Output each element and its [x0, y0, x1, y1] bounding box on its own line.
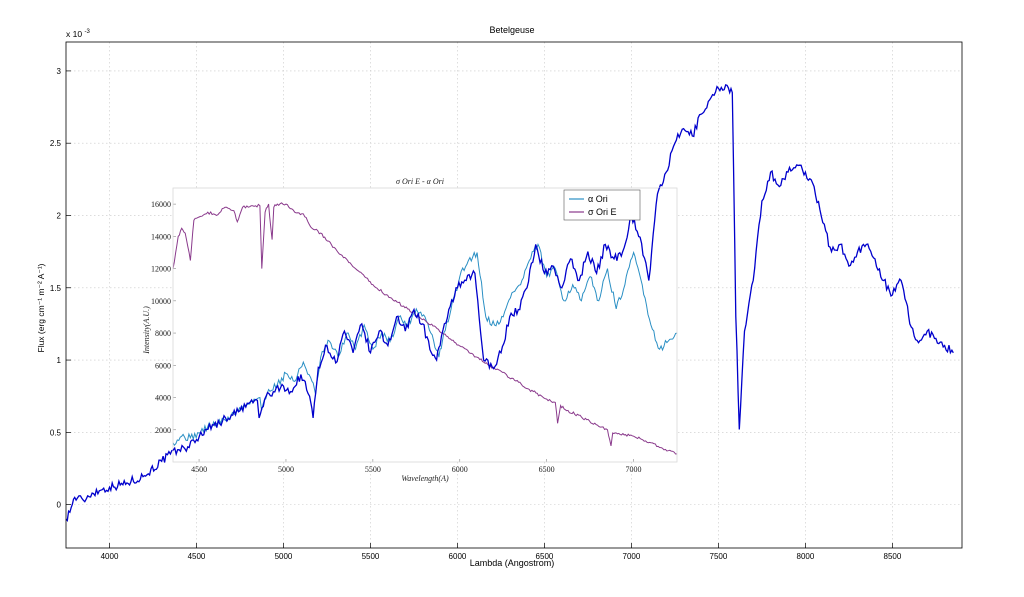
y-tick-label: 0.5 [50, 428, 62, 437]
inset-y-tick-label: 12000 [151, 265, 171, 274]
inset-y-tick-label: 16000 [151, 200, 171, 209]
inset-plot-area [173, 188, 677, 462]
y-tick-label: 1.5 [50, 284, 62, 293]
inset-x-tick-label: 4500 [191, 465, 207, 474]
betelgeuse-spectrum-overlay [173, 188, 661, 457]
main-y-axis-label: Flux (erg cm⁻¹ m⁻² A⁻¹) [36, 263, 46, 352]
inset-y-tick-label: 6000 [155, 361, 171, 370]
inset-plot-frame [172, 187, 678, 463]
inset-y-tick-label: 8000 [155, 329, 171, 338]
x-tick-label: 7500 [710, 552, 728, 561]
inset-chart: 4500 5000 5500 6000 6500 7000 2000 4000 6000 8000… [142, 177, 678, 483]
x-tick-label: 8000 [797, 552, 815, 561]
inset-y-tick-label: 10000 [151, 297, 171, 306]
y-tick-label: 0 [57, 501, 62, 510]
inset-legend: α Ori σ Ori E [563, 189, 641, 221]
inset-x-tick-label: 6500 [539, 465, 555, 474]
main-ticks: 4000 4500 5000 5500 6000 6500 7000 7500 8000 8500… [50, 67, 902, 561]
x-tick-label: 4500 [188, 552, 206, 561]
inset-y-axis-label: Intensity(A.U.) [142, 306, 151, 355]
inset-legend-box [563, 189, 641, 221]
inset-ticks: 4500 5000 5500 6000 6500 7000 2000 4000 6000 8000… [151, 200, 642, 474]
x-tick-label: 5500 [362, 552, 380, 561]
x-tick-label: 5000 [275, 552, 293, 561]
main-x-axis-label: Lambda (Angostrom) [470, 558, 555, 568]
inset-x-axis-label: Wavelength(A) [401, 474, 449, 483]
inset-x-tick-label: 5000 [278, 465, 294, 474]
x-tick-label: 6000 [449, 552, 467, 561]
inset-x-tick-label: 6000 [452, 465, 468, 474]
y-multiplier: x 10 -3 [66, 29, 90, 39]
x-tick-label: 4000 [101, 552, 119, 561]
legend-label-sigma-ori-e: σ Ori E [588, 207, 617, 217]
y-multiplier-exponent: -3 [84, 29, 90, 35]
x-tick-label: 8500 [884, 552, 902, 561]
x-tick-label: 7000 [623, 552, 641, 561]
inset-title: σ Ori E - α Ori [396, 177, 444, 186]
y-tick-label: 1 [57, 356, 62, 365]
inset-alpha-ori-line [172, 243, 678, 447]
inset-x-tick-label: 7000 [626, 465, 642, 474]
inset-lines [172, 202, 678, 455]
inset-y-tick-label: 14000 [151, 232, 171, 241]
x-tick-label: 6500 [536, 552, 554, 561]
inset-y-tick-label: 2000 [155, 426, 171, 435]
y-tick-label: 2 [57, 211, 62, 220]
y-tick-label: 2.5 [50, 139, 62, 148]
y-multiplier-base: x 10 [66, 29, 82, 39]
inset-y-tick-label: 4000 [155, 394, 171, 403]
inset-sigma-ori-e-line [172, 202, 678, 455]
y-tick-label: 3 [57, 67, 62, 76]
main-title: Betelgeuse [489, 25, 534, 35]
inset-x-tick-label: 5500 [365, 465, 381, 474]
legend-label-alpha-ori: α Ori [588, 194, 608, 204]
main-plot-frame [65, 41, 963, 549]
